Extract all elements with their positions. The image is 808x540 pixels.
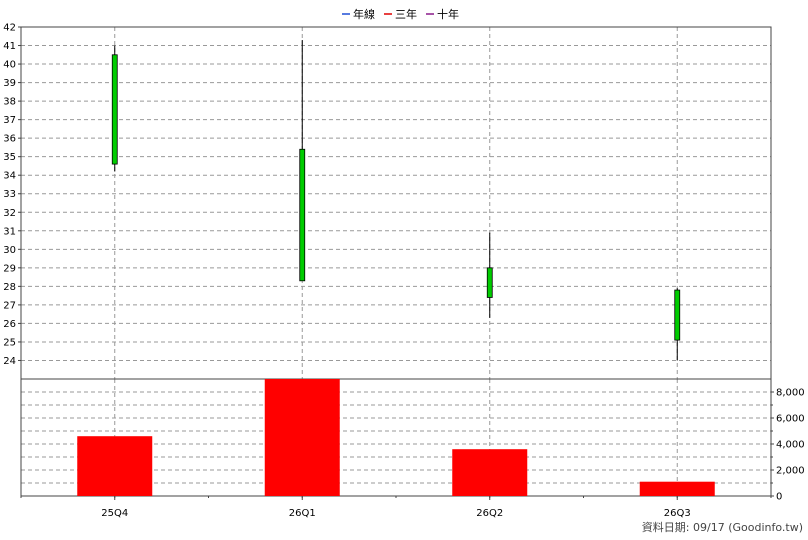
price-tick-label: 27	[3, 300, 16, 311]
price-tick-label: 32	[3, 208, 16, 219]
price-tick-label: 29	[3, 263, 16, 274]
volume-tick-label: 0	[776, 492, 782, 503]
volume-tick-label: 4,000	[776, 440, 805, 451]
price-tick-label: 39	[3, 78, 16, 89]
legend-label: 十年	[437, 7, 459, 21]
volume-tick-label: 8,000	[776, 388, 805, 399]
volume-bar	[452, 449, 528, 496]
volume-bars	[77, 379, 715, 496]
x-axis: 25Q4 26Q1 26Q2 26Q3	[20, 496, 772, 519]
x-tick-label: 25Q4	[101, 508, 128, 519]
candle-body	[486, 267, 493, 298]
volume-tick-label: 2,000	[776, 466, 805, 477]
price-tick-label: 31	[3, 226, 16, 237]
candle-body	[111, 54, 118, 165]
price-tick-label: 30	[3, 245, 16, 256]
price-tick-label: 36	[3, 134, 16, 145]
footer-credit: 資料日期: 09/17 (Goodinfo.tw)	[642, 520, 803, 534]
price-tick-label: 42	[3, 23, 16, 34]
volume-bar	[639, 481, 715, 496]
volume-tick-label: 6,000	[776, 414, 805, 425]
candle-body	[674, 289, 681, 341]
price-tick-label: 28	[3, 282, 16, 293]
price-tick-label: 37	[3, 115, 16, 126]
price-tick-label: 35	[3, 152, 16, 163]
volume-axis: 0 2,000 4,000 6,000 8,000	[771, 388, 805, 503]
x-tick-label: 26Q3	[664, 508, 691, 519]
price-tick-label: 41	[3, 41, 16, 52]
price-axis: 24 25 26 27 28 29 30 31 32 33 34 35 36 37 38 39 40 41 42	[3, 23, 21, 367]
price-tick-label: 25	[3, 337, 16, 348]
volume-bar	[264, 379, 340, 496]
plot-frames	[20, 26, 772, 497]
price-tick-label: 33	[3, 189, 16, 200]
price-tick-label: 38	[3, 97, 16, 108]
price-frame	[20, 26, 772, 380]
price-tick-label: 40	[3, 60, 16, 71]
volume-bar	[77, 436, 153, 496]
price-tick-label: 24	[3, 356, 16, 367]
legend-label: 年線	[353, 7, 375, 21]
price-candles	[111, 39, 681, 361]
legend-label: 三年	[395, 7, 417, 21]
candle-body	[299, 148, 306, 282]
chart-legend: 年線 三年 十年	[342, 7, 459, 21]
x-tick-label: 26Q2	[476, 508, 503, 519]
price-tick-label: 26	[3, 319, 16, 330]
price-grid	[21, 27, 771, 379]
x-tick-label: 26Q1	[289, 508, 316, 519]
price-tick-label: 34	[3, 171, 16, 182]
